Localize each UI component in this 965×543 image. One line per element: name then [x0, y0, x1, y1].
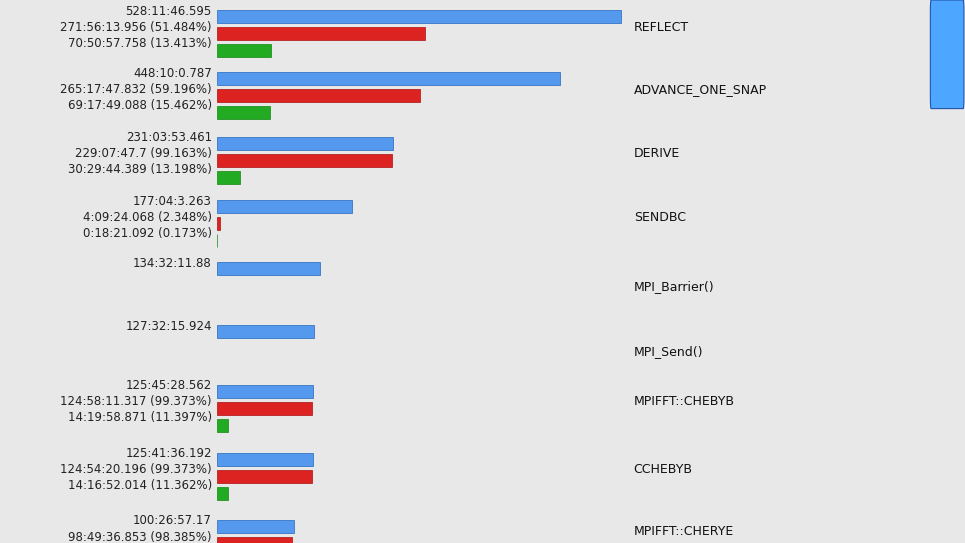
Text: CCHEBYB: CCHEBYB [634, 463, 693, 476]
Bar [217, 217, 220, 230]
Text: 69:17:49.088 (15.462%): 69:17:49.088 (15.462%) [68, 99, 212, 112]
Bar [217, 106, 269, 119]
Bar [217, 487, 228, 500]
Bar [217, 520, 293, 533]
Text: 14:19:58.871 (11.397%): 14:19:58.871 (11.397%) [68, 411, 212, 424]
Text: MPIFFT::CHERYE: MPIFFT::CHERYE [634, 525, 734, 538]
Text: MPI_Send(): MPI_Send() [634, 345, 703, 358]
Bar [217, 385, 313, 398]
Bar [217, 10, 621, 23]
Bar [217, 27, 425, 40]
Bar [217, 325, 315, 338]
Text: 271:56:13.956 (51.484%): 271:56:13.956 (51.484%) [61, 21, 212, 34]
Text: 30:29:44.389 (13.198%): 30:29:44.389 (13.198%) [68, 163, 212, 176]
Text: 100:26:57.17: 100:26:57.17 [133, 514, 212, 527]
Text: 229:07:47.7 (99.163%): 229:07:47.7 (99.163%) [75, 147, 212, 160]
Bar [217, 137, 394, 150]
Text: 124:58:11.317 (99.373%): 124:58:11.317 (99.373%) [61, 395, 212, 408]
Text: 265:17:47.832 (59.196%): 265:17:47.832 (59.196%) [60, 83, 212, 96]
Text: DERIVE: DERIVE [634, 147, 680, 160]
Bar [217, 470, 313, 483]
Bar [217, 419, 228, 432]
Text: ADVANCE_ONE_SNAP: ADVANCE_ONE_SNAP [634, 83, 767, 96]
Text: REFLECT: REFLECT [634, 21, 689, 34]
Bar [217, 72, 560, 85]
Text: 177:04:3.263: 177:04:3.263 [133, 195, 212, 208]
Text: MPI_Barrier(): MPI_Barrier() [634, 280, 714, 293]
Text: 14:16:52.014 (11.362%): 14:16:52.014 (11.362%) [68, 479, 212, 492]
Text: 98:49:36.853 (98.385%): 98:49:36.853 (98.385%) [69, 531, 212, 543]
Text: 0:18:21.092 (0.173%): 0:18:21.092 (0.173%) [83, 227, 212, 240]
Bar [217, 537, 292, 543]
Text: 70:50:57.758 (13.413%): 70:50:57.758 (13.413%) [69, 37, 212, 50]
Text: SENDBC: SENDBC [634, 211, 686, 224]
Text: MPIFFT::CHEBYB: MPIFFT::CHEBYB [634, 395, 734, 408]
Text: 125:45:28.562: 125:45:28.562 [125, 379, 212, 392]
Text: 231:03:53.461: 231:03:53.461 [125, 131, 212, 144]
Bar [217, 44, 271, 57]
Text: 127:32:15.924: 127:32:15.924 [125, 320, 212, 333]
Text: 124:54:20.196 (99.373%): 124:54:20.196 (99.373%) [60, 463, 212, 476]
FancyBboxPatch shape [930, 0, 964, 109]
Bar [217, 200, 352, 213]
Bar [217, 262, 319, 275]
Bar [217, 154, 392, 167]
Bar [217, 453, 313, 466]
Text: 448:10:0.787: 448:10:0.787 [133, 67, 212, 80]
Text: 528:11:46.595: 528:11:46.595 [125, 5, 212, 18]
Text: 125:41:36.192: 125:41:36.192 [125, 447, 212, 460]
Text: 4:09:24.068 (2.348%): 4:09:24.068 (2.348%) [83, 211, 212, 224]
Bar [217, 171, 240, 184]
Bar [217, 402, 313, 415]
Bar [217, 89, 420, 102]
Text: 134:32:11.88: 134:32:11.88 [133, 257, 212, 270]
